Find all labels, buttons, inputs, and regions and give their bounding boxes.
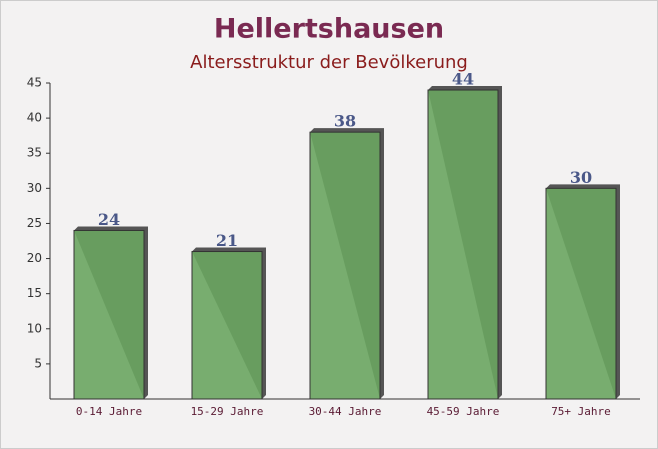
value-label: 44	[452, 70, 474, 89]
bar	[73, 229, 145, 400]
y-tick-label: 30	[27, 181, 42, 195]
y-tick-label: 10	[27, 321, 42, 335]
x-tick-label: 15-29 Jahre	[191, 405, 264, 418]
y-tick-label: 40	[27, 111, 42, 125]
x-tick-label: 0-14 Jahre	[76, 405, 142, 418]
y-tick-label: 25	[27, 216, 42, 230]
value-label: 30	[570, 168, 592, 187]
chart-subtitle: Altersstruktur der Bevölkerung	[190, 52, 468, 73]
value-label: 24	[98, 210, 120, 229]
x-tick-label: 75+ Jahre	[551, 405, 611, 418]
bar	[545, 187, 617, 400]
x-tick-label: 30-44 Jahre	[309, 405, 382, 418]
y-tick-label: 5	[34, 356, 42, 370]
y-tick-label: 35	[27, 146, 42, 160]
value-label: 38	[334, 112, 356, 131]
bar	[427, 89, 499, 400]
x-tick-label: 45-59 Jahre	[427, 405, 500, 418]
y-tick-label: 15	[27, 286, 42, 300]
bar	[191, 251, 263, 400]
y-tick-label: 20	[27, 251, 42, 265]
chart-title: Hellertshausen	[214, 14, 444, 45]
y-tick-label: 45	[27, 76, 42, 90]
value-label: 21	[216, 231, 238, 250]
bar	[309, 131, 381, 400]
